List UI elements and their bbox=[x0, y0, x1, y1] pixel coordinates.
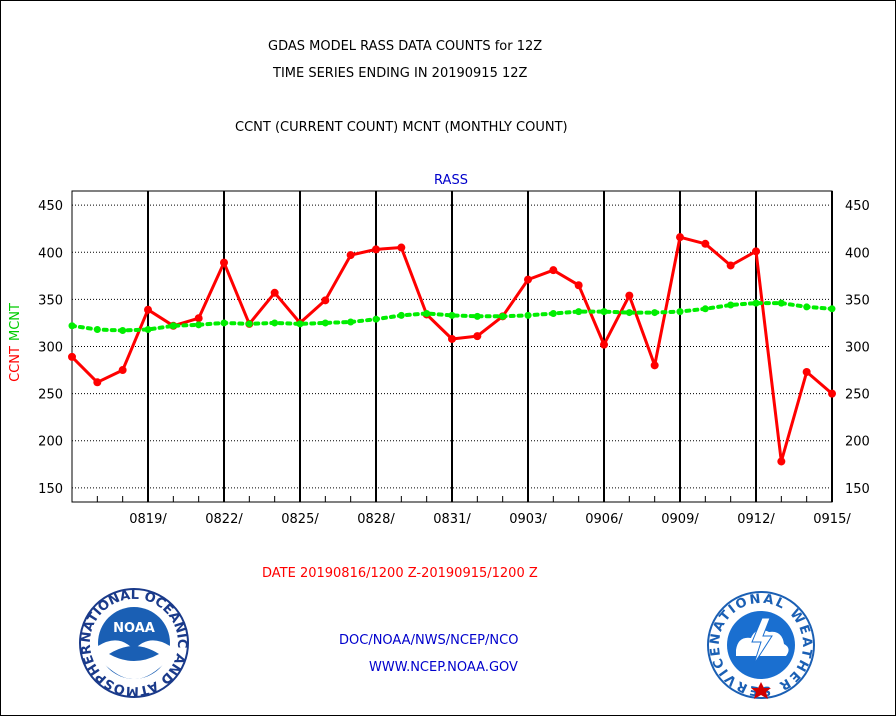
point-ccnt-11 bbox=[346, 251, 355, 260]
point-ccnt-16 bbox=[473, 332, 482, 341]
point-ccnt-8 bbox=[270, 288, 279, 297]
point-mcnt-10 bbox=[321, 319, 329, 327]
x-tick-label-0831/: 0831/ bbox=[433, 512, 471, 527]
point-mcnt-28 bbox=[777, 299, 785, 307]
y-tick-label-left-250: 250 bbox=[38, 388, 63, 403]
panel-label-rass: RASS bbox=[434, 173, 468, 188]
point-mcnt-25 bbox=[701, 305, 709, 313]
point-mcnt-13 bbox=[397, 311, 405, 319]
point-mcnt-8 bbox=[271, 319, 279, 327]
y-tick-label-left-400: 400 bbox=[38, 246, 63, 261]
chart-subtitle: CCNT (CURRENT COUNT) MCNT (MONTHLY COUNT… bbox=[235, 120, 568, 135]
point-mcnt-30 bbox=[828, 305, 836, 313]
y-axis-label-mcnt: MCNT bbox=[8, 303, 23, 341]
point-ccnt-1 bbox=[93, 378, 102, 387]
point-mcnt-6 bbox=[220, 319, 228, 327]
x-tick-label-0825/: 0825/ bbox=[281, 512, 319, 527]
point-mcnt-3 bbox=[144, 326, 152, 334]
point-ccnt-23 bbox=[650, 361, 659, 370]
point-mcnt-0 bbox=[68, 322, 76, 330]
point-ccnt-27 bbox=[752, 247, 760, 256]
point-ccnt-3 bbox=[144, 305, 152, 314]
y-tick-label-right-350: 350 bbox=[845, 293, 870, 308]
x-tick-label-0909/: 0909/ bbox=[661, 512, 699, 527]
point-mcnt-15 bbox=[448, 311, 456, 319]
point-ccnt-18 bbox=[524, 275, 532, 284]
noaa-logo-text: NOAA bbox=[113, 621, 155, 636]
point-ccnt-19 bbox=[549, 266, 558, 275]
point-mcnt-5 bbox=[195, 321, 203, 329]
point-ccnt-24 bbox=[676, 233, 684, 242]
point-ccnt-2 bbox=[118, 366, 127, 375]
x-tick-label-0822/: 0822/ bbox=[205, 512, 243, 527]
y-tick-label-left-450: 450 bbox=[38, 199, 63, 214]
point-mcnt-23 bbox=[651, 309, 659, 317]
x-tick-label-0828/: 0828/ bbox=[357, 512, 395, 527]
y-tick-label-right-300: 300 bbox=[845, 341, 870, 356]
point-ccnt-13 bbox=[397, 243, 406, 252]
y-tick-label-left-300: 300 bbox=[38, 341, 63, 356]
point-mcnt-21 bbox=[600, 308, 608, 316]
org-label: DOC/NOAA/NWS/NCEP/NCO bbox=[339, 633, 519, 648]
chart-title-line1: GDAS MODEL RASS DATA COUNTS for 12Z bbox=[268, 39, 543, 54]
y-axis-label: CCNT MCNT bbox=[8, 303, 23, 382]
point-mcnt-2 bbox=[119, 326, 127, 334]
x-tick-label-0912/: 0912/ bbox=[737, 512, 775, 527]
point-ccnt-22 bbox=[625, 291, 634, 300]
point-mcnt-4 bbox=[169, 322, 177, 330]
date-range-label: DATE 20190816/1200 Z-20190915/1200 Z bbox=[262, 566, 538, 581]
chart-title-line2: TIME SERIES ENDING IN 20190915 12Z bbox=[273, 66, 528, 81]
y-tick-label-right-450: 450 bbox=[845, 199, 870, 214]
point-ccnt-6 bbox=[220, 258, 228, 267]
x-tick-label-0903/: 0903/ bbox=[509, 512, 547, 527]
x-tick-label-0819/: 0819/ bbox=[129, 512, 167, 527]
point-mcnt-16 bbox=[473, 312, 481, 320]
website-label: WWW.NCEP.NOAA.GOV bbox=[369, 660, 518, 675]
point-ccnt-26 bbox=[726, 261, 735, 270]
point-ccnt-21 bbox=[600, 340, 608, 349]
nws-logo: NATIONAL WEATHER SERVICE bbox=[707, 591, 815, 699]
point-ccnt-5 bbox=[194, 314, 203, 323]
point-mcnt-27 bbox=[752, 299, 760, 307]
y-tick-label-left-200: 200 bbox=[38, 435, 63, 450]
point-mcnt-24 bbox=[676, 308, 684, 316]
point-mcnt-14 bbox=[423, 310, 431, 318]
point-mcnt-9 bbox=[296, 320, 304, 328]
point-ccnt-28 bbox=[777, 457, 786, 466]
point-mcnt-7 bbox=[245, 320, 253, 328]
point-ccnt-20 bbox=[574, 281, 583, 290]
point-ccnt-15 bbox=[448, 334, 456, 343]
y-tick-label-right-400: 400 bbox=[845, 246, 870, 261]
point-mcnt-17 bbox=[499, 312, 507, 320]
y-tick-label-right-150: 150 bbox=[845, 482, 870, 497]
point-mcnt-1 bbox=[93, 326, 101, 334]
y-axis-label-ccnt: CCNT bbox=[8, 346, 23, 382]
y-tick-label-left-350: 350 bbox=[38, 293, 63, 308]
point-mcnt-20 bbox=[575, 308, 583, 316]
point-ccnt-0 bbox=[68, 352, 76, 361]
x-tick-label-0915/: 0915/ bbox=[813, 512, 851, 527]
y-tick-label-right-200: 200 bbox=[845, 435, 870, 450]
point-mcnt-29 bbox=[803, 303, 811, 311]
point-ccnt-30 bbox=[828, 389, 836, 398]
x-tick-label-0906/: 0906/ bbox=[585, 512, 623, 527]
y-tick-label-right-250: 250 bbox=[845, 388, 870, 403]
point-mcnt-26 bbox=[727, 301, 735, 309]
point-mcnt-18 bbox=[524, 311, 532, 319]
point-ccnt-25 bbox=[701, 239, 710, 248]
noaa-logo: NATIONAL OCEANIC AND ATMOSPHERIC ADMINIS… bbox=[79, 588, 189, 698]
point-ccnt-29 bbox=[802, 367, 811, 376]
point-mcnt-19 bbox=[549, 310, 557, 318]
y-tick-label-left-150: 150 bbox=[38, 482, 63, 497]
point-ccnt-12 bbox=[372, 245, 380, 254]
point-mcnt-22 bbox=[625, 309, 633, 317]
point-ccnt-10 bbox=[321, 296, 330, 305]
point-mcnt-12 bbox=[372, 315, 380, 323]
point-mcnt-11 bbox=[347, 318, 355, 326]
